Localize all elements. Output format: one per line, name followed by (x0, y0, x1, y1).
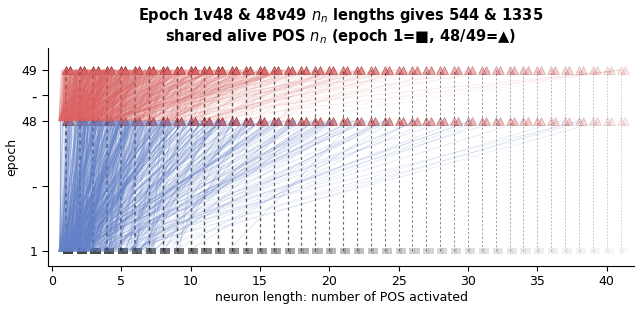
Title: Epoch 1v48 & 48v49 $n_n$ lengths gives 544 & 1335
shared alive POS $n_n$ (epoch : Epoch 1v48 & 48v49 $n_n$ lengths gives 5… (138, 6, 544, 46)
Y-axis label: epoch: epoch (6, 138, 19, 176)
X-axis label: neuron length: number of POS activated: neuron length: number of POS activated (214, 291, 468, 304)
